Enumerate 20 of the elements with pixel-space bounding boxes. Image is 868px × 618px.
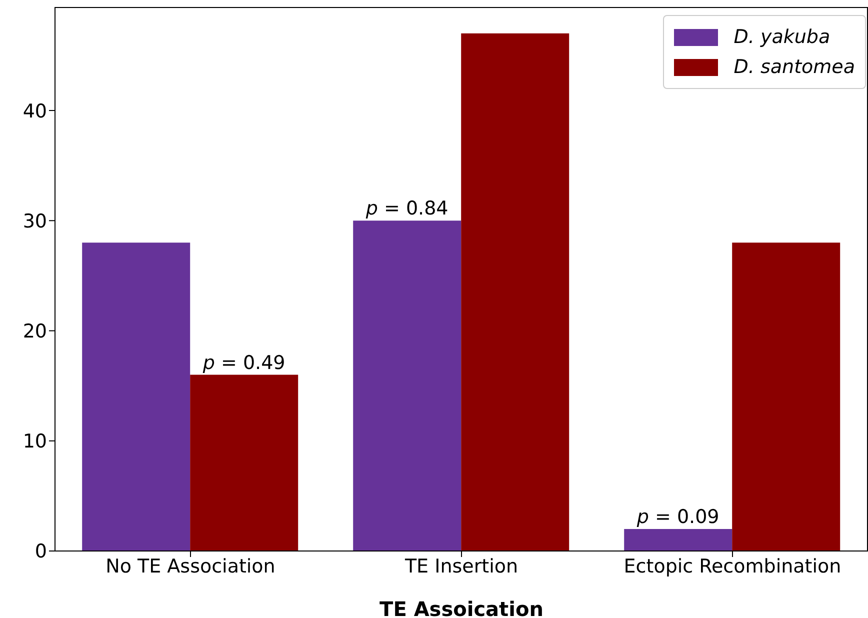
y-tick-label: 10: [22, 430, 47, 453]
y-tick-label: 20: [22, 320, 47, 342]
annotation: p = 0.09: [636, 506, 720, 528]
legend-label: D. yakuba: [734, 26, 830, 48]
x-axis-title: TE Assoication: [380, 597, 544, 618]
legend-label: D. santomea: [734, 56, 855, 78]
bar: [353, 220, 462, 551]
bar: [732, 242, 840, 551]
x-tick-label: TE Insertion: [404, 555, 518, 578]
x-tick-label: Ectopic Recombination: [624, 555, 842, 578]
bar: [190, 374, 298, 551]
bar: [82, 242, 190, 551]
y-tick-label: 40: [22, 100, 47, 122]
y-tick-label: 0: [34, 540, 47, 563]
x-tick-label: No TE Association: [106, 555, 276, 578]
y-tick-label: 30: [22, 210, 47, 232]
annotation: p = 0.84: [364, 198, 448, 220]
annotation: p = 0.49: [202, 352, 286, 374]
bar: [461, 33, 570, 551]
bar: [624, 528, 732, 551]
